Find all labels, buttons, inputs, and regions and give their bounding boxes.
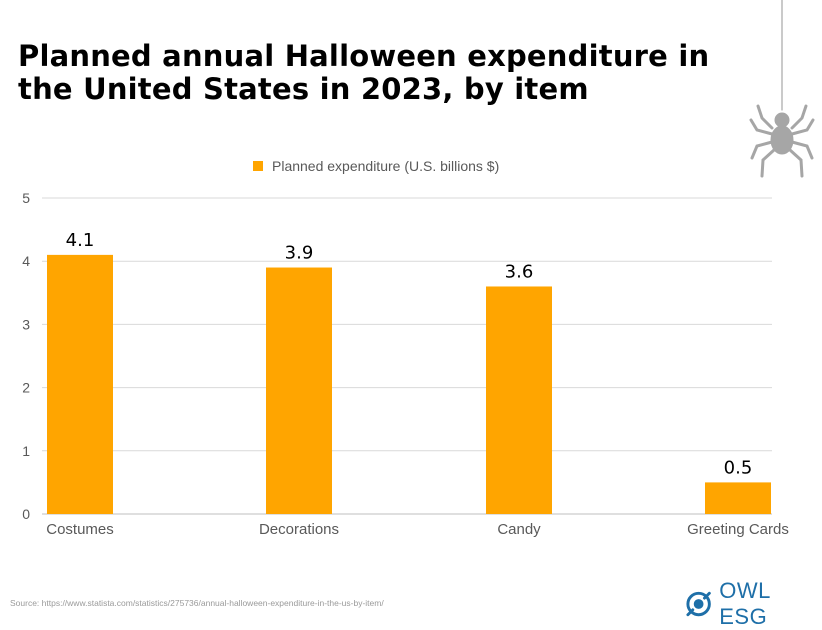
x-tick-label: Candy: [497, 521, 541, 538]
x-tick-label: Costumes: [46, 521, 114, 538]
y-tick-label: 4: [22, 253, 30, 269]
owl-eye-icon: [686, 591, 711, 617]
bar-chart: 0 1 2 3 4 5 Planned expenditure (U.S. billions…: [22, 158, 789, 538]
spider-icon: [749, 0, 815, 178]
data-label: 3.6: [505, 261, 534, 282]
x-tick-label: Greeting Cards: [687, 521, 789, 538]
y-tick-label: 1: [22, 443, 30, 459]
y-tick-label: 2: [22, 380, 30, 396]
bar: [266, 267, 332, 514]
y-tick-label: 3: [22, 316, 30, 332]
bar: [47, 254, 113, 514]
owl-esg-logo[interactable]: OWL ESG: [684, 578, 822, 630]
source-note: Source: https://www.statista.com/statist…: [10, 598, 384, 608]
bar: [486, 286, 552, 514]
x-tick-label: Decorations: [259, 521, 339, 538]
bar: [705, 482, 771, 514]
chart-title: Planned annual Halloween expenditure in …: [18, 39, 710, 106]
y-tick-label: 0: [22, 506, 30, 522]
data-label: 3.9: [285, 243, 314, 264]
logo-text: OWL ESG: [719, 578, 771, 629]
data-label: 4.1: [66, 230, 95, 251]
legend-swatch: [253, 161, 263, 171]
data-label: 0.5: [724, 457, 753, 478]
legend-label: Planned expenditure (U.S. billions $): [272, 158, 499, 174]
y-tick-label: 5: [22, 190, 30, 206]
